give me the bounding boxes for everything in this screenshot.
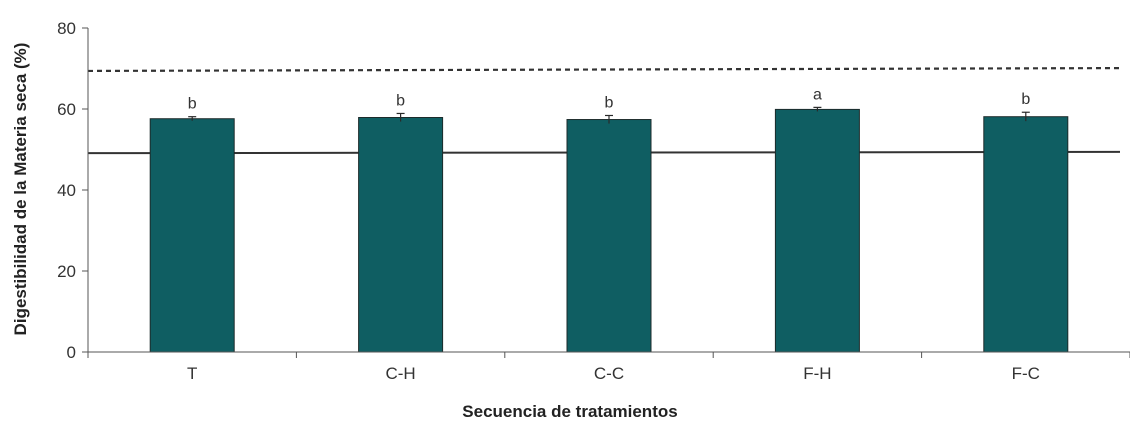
bar: [566, 119, 652, 353]
y-tick-label: 40: [57, 181, 76, 200]
x-tick-label: T: [187, 364, 197, 383]
y-axis-title: Digestibilidad de la Materia seca (%): [11, 43, 30, 336]
x-axis-title: Secuencia de tratamientos: [462, 402, 677, 421]
x-tick-label: F-C: [1012, 364, 1040, 383]
bar: [358, 117, 444, 353]
y-axis: 0 20 40 60 80: [57, 19, 89, 362]
bar: [983, 116, 1069, 353]
x-axis: T C-H C-C F-H F-C: [87, 351, 1130, 383]
y-tick-label: 60: [57, 100, 76, 119]
significance-letter: b: [188, 96, 197, 113]
x-tick-label: C-C: [594, 364, 624, 383]
x-tick-label: F-H: [803, 364, 831, 383]
significance-letter: a: [813, 86, 822, 103]
x-tick-label: C-H: [385, 364, 415, 383]
y-tick-label: 20: [57, 262, 76, 281]
bar: [149, 118, 235, 353]
significance-letter: b: [1021, 91, 1030, 108]
significance-letter: b: [396, 92, 405, 109]
y-tick-label: 0: [67, 343, 76, 362]
significance-letter: b: [605, 94, 614, 111]
bar: [774, 108, 860, 353]
y-tick-label: 80: [57, 19, 76, 38]
reference-line-dashed: [87, 66, 1121, 73]
